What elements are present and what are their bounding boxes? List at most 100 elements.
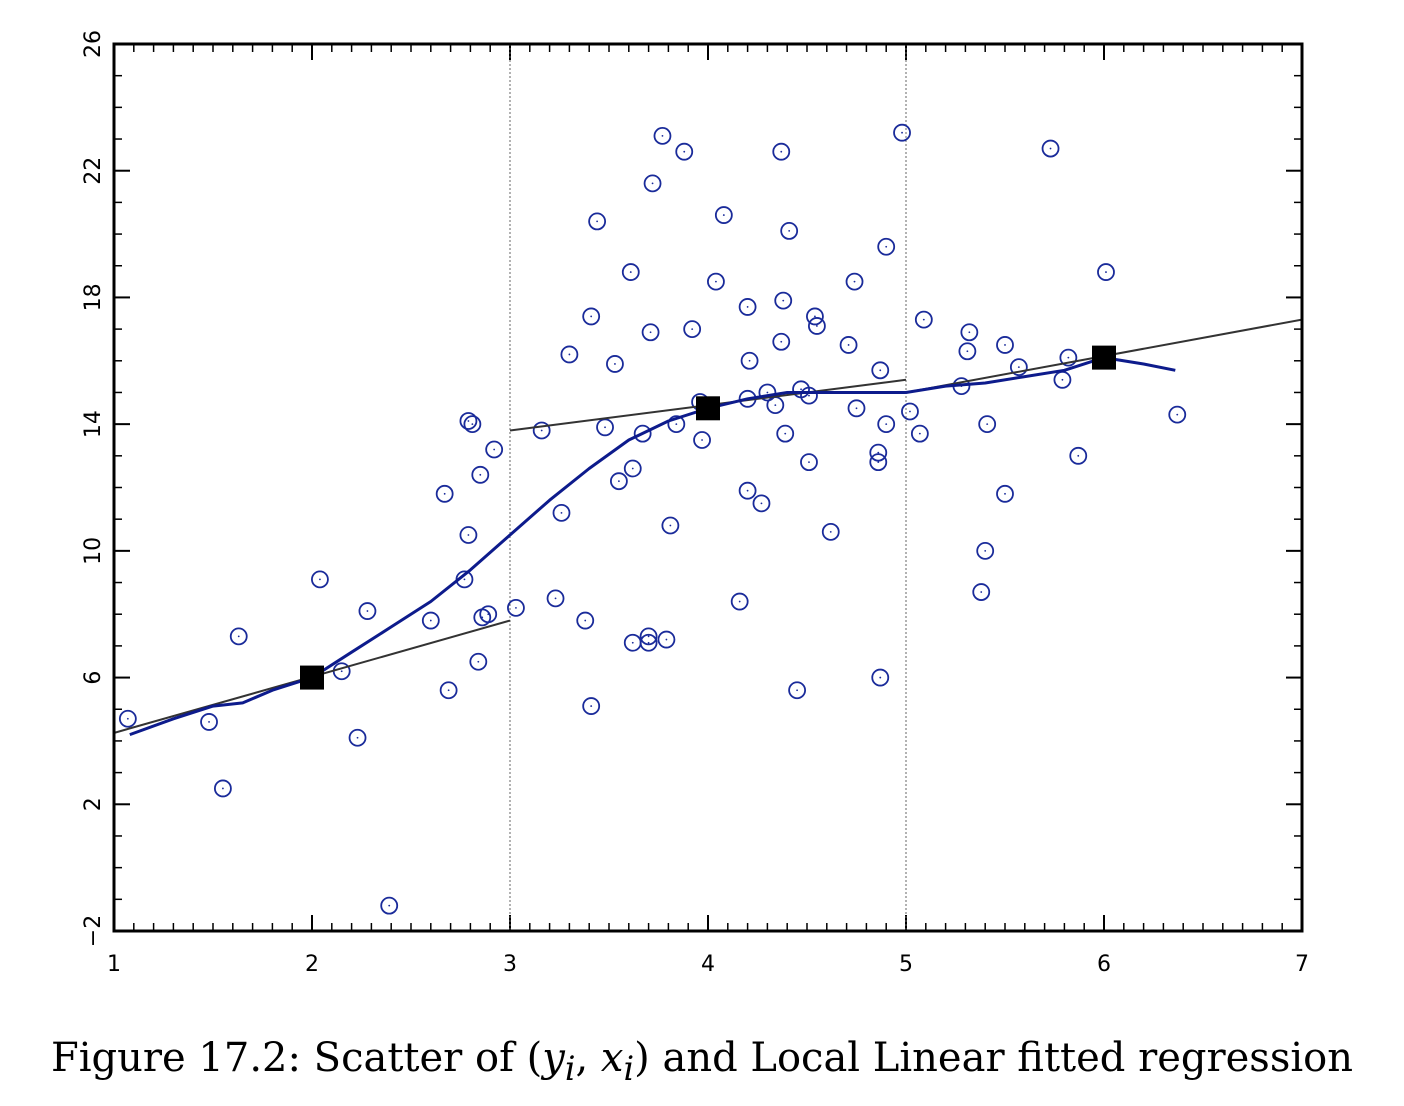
tangent-lines — [114, 318, 1302, 734]
scatter-point-center — [675, 423, 678, 426]
scatter-point-center — [649, 331, 652, 334]
scatter-point — [738, 298, 757, 316]
scatter-point-center — [647, 635, 650, 638]
scatter-point — [1009, 358, 1028, 377]
fit-square-marker — [696, 396, 720, 421]
scatter-point-center — [366, 610, 369, 612]
scatter-point — [788, 681, 806, 700]
scatter-point-center — [901, 131, 903, 134]
scatter-point-center — [780, 340, 783, 343]
y-tick-label: −2 — [81, 915, 106, 947]
scatter-point-center — [774, 404, 777, 407]
scatter-point — [774, 291, 793, 310]
scatter-point — [641, 323, 660, 342]
scatter-point — [459, 412, 478, 430]
y-tick-label: 26 — [81, 30, 106, 58]
scatter-point-center — [796, 689, 798, 692]
scatter-point-center — [1004, 492, 1006, 495]
scatter-point-center — [614, 363, 616, 365]
scatter-point-center — [691, 328, 694, 331]
scatter-point — [633, 424, 652, 443]
scatter-point-center — [966, 350, 969, 353]
scatter-point-center — [788, 230, 791, 232]
scatter-point-center — [1049, 147, 1052, 150]
scatter-point-center — [782, 299, 785, 302]
scatter-point-center — [647, 641, 650, 644]
scatter-point-center — [651, 182, 654, 185]
scatter-point — [960, 323, 979, 342]
scatter-point — [976, 541, 995, 560]
scatter-point — [576, 611, 595, 630]
scatter-point-center — [388, 904, 391, 907]
scatter-point — [871, 668, 890, 687]
scatter-point — [471, 465, 490, 484]
scatter-point-center — [1176, 413, 1179, 416]
scatter-points — [118, 123, 1187, 915]
scatter-point — [800, 386, 818, 405]
scatter-point — [610, 472, 628, 491]
scatter-point — [507, 598, 525, 617]
scatter-point — [800, 453, 818, 472]
scatter-point-center — [780, 150, 783, 153]
scatter-point — [675, 142, 694, 161]
scatter-point — [661, 516, 680, 535]
caption-comma: , — [575, 1035, 601, 1081]
scatter-point-center — [766, 391, 769, 394]
x-tick-label: 4 — [701, 952, 715, 977]
scatter-point-center — [560, 511, 563, 514]
scatter-point — [380, 896, 399, 915]
scatter-point-center — [443, 492, 446, 495]
scatter-point-center — [816, 325, 818, 327]
scatter-point-center — [604, 426, 606, 429]
scatter-point-center — [715, 280, 717, 283]
scatter-point-center — [1004, 344, 1006, 346]
scatter-point-center — [800, 388, 802, 391]
scatter-point — [439, 681, 458, 700]
scatter-point — [639, 633, 658, 652]
scatter-point-center — [746, 306, 749, 308]
scatter-point-center — [477, 660, 480, 663]
scatter-point — [958, 342, 977, 361]
scatter-point — [588, 212, 607, 231]
scatter-point-center — [748, 359, 751, 362]
scatter-point-center — [487, 613, 490, 616]
scatter-point-center — [356, 736, 359, 739]
scatter-point — [653, 126, 672, 145]
scatter-point — [806, 307, 824, 326]
x-tick-label: 3 — [503, 952, 517, 977]
scatter-point-center — [429, 619, 432, 622]
scatter-point-center — [222, 787, 224, 790]
scatter-point-center — [126, 717, 129, 720]
scatter-point-center — [1061, 378, 1064, 381]
scatter-point — [871, 361, 890, 380]
scatter-point-center — [980, 591, 983, 593]
scatter-point-center — [618, 480, 620, 483]
scatter-point-center — [722, 214, 725, 216]
scatter-point-center — [554, 597, 557, 600]
scatter-point — [714, 206, 733, 224]
scatter-point — [910, 424, 929, 443]
scatter-point — [213, 779, 232, 798]
scatter-point — [200, 713, 218, 731]
scatter-point-center — [1017, 366, 1020, 369]
scatter-point-center — [629, 271, 632, 273]
scatter-point-center — [669, 524, 672, 527]
scatter-point-center — [814, 315, 816, 318]
scatter-point — [667, 415, 686, 434]
y-tick-label: 22 — [81, 157, 106, 185]
scatter-point — [1097, 263, 1115, 281]
figure-caption: Figure 17.2: Scatter of (yi, xi) and Loc… — [0, 1035, 1404, 1088]
scatter-point-center — [463, 578, 466, 581]
scatter-point — [582, 307, 601, 326]
scatter-point — [348, 728, 367, 747]
scatter-point — [996, 336, 1014, 354]
scatter-point-center — [885, 245, 888, 248]
y-tick-label: 2 — [81, 797, 106, 811]
scatter-point-center — [208, 721, 210, 723]
scatter-point — [707, 272, 725, 291]
scatter-point-center — [590, 705, 593, 707]
scatter-point-center — [661, 134, 664, 137]
scatter-point — [469, 652, 488, 671]
scatter-point-center — [746, 489, 749, 492]
